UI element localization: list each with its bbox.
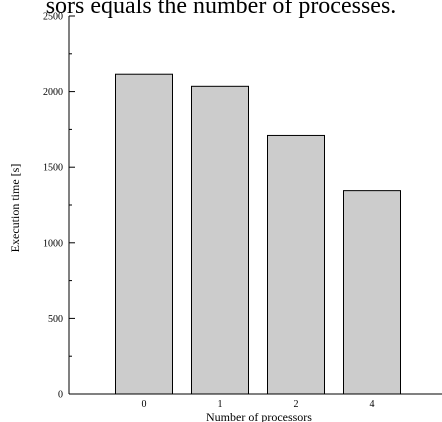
y-tick-label: 0: [58, 390, 63, 401]
bars: [115, 73, 401, 395]
ticks: 0 500 1000 1500 2000 2500 0 1 2 4: [43, 12, 375, 411]
x-axis-label: Number of processors: [206, 410, 312, 422]
x-tick-label: 0: [142, 399, 147, 410]
x-tick-label: 4: [370, 399, 375, 410]
y-tick-label: 1000: [43, 238, 63, 249]
y-tick-label: 500: [48, 314, 63, 325]
bar-1: [191, 85, 249, 395]
y-axis-label: Execution time [s]: [8, 164, 22, 253]
bar-2: [267, 134, 325, 395]
caption-text: sors equals the number of processes.: [45, 0, 397, 19]
y-tick-label: 2500: [43, 12, 63, 23]
y-tick-label: 2000: [43, 87, 63, 98]
x-tick-label: 2: [294, 399, 299, 410]
y-tick-label: 1500: [43, 163, 63, 174]
bar-4: [343, 190, 401, 395]
bar-0: [115, 73, 173, 395]
x-tick-label: 1: [218, 399, 223, 410]
